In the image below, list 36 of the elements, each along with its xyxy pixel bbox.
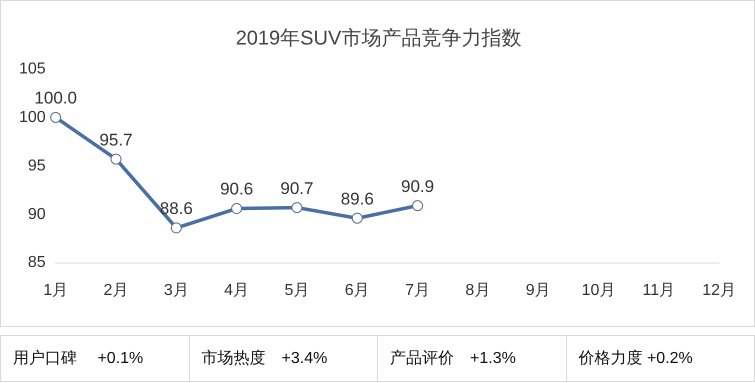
y-tick-label: 95 bbox=[28, 157, 46, 174]
x-tick-label: 2月 bbox=[104, 282, 128, 299]
x-tick-label: 11月 bbox=[642, 282, 676, 299]
y-tick-label: 105 bbox=[18, 60, 46, 78]
data-label: 100.0 bbox=[34, 88, 77, 108]
point bbox=[170, 222, 182, 234]
data-label: 88.6 bbox=[160, 199, 193, 218]
x-tick-label: 1月 bbox=[43, 282, 68, 299]
data-label: 90.9 bbox=[401, 176, 434, 196]
x-tick-label: 4月 bbox=[224, 282, 250, 299]
data-label: 89.6 bbox=[340, 189, 374, 208]
text: 用户口碑 +0.1% bbox=[1, 336, 190, 381]
data-label: 95.7 bbox=[99, 130, 133, 150]
x-tick-label: 12月 bbox=[702, 282, 736, 299]
x-tick-label: 7月 bbox=[405, 282, 430, 299]
x-tick-label: 10月 bbox=[582, 282, 616, 299]
x-tick-label: 3月 bbox=[164, 282, 189, 299]
y-tick-label: 90 bbox=[28, 206, 46, 223]
y-tick-label: 85 bbox=[28, 254, 46, 272]
data-label: 90.6 bbox=[220, 180, 254, 199]
data-label: 90.7 bbox=[280, 178, 314, 198]
y-tick-label: 100 bbox=[18, 108, 46, 126]
point bbox=[50, 112, 62, 123]
text: 产品评价 +1.3% bbox=[378, 336, 566, 381]
chart-title: 2019年SUV市场产品竞争力指数 bbox=[236, 28, 522, 50]
x-tick-label: 6月 bbox=[344, 282, 370, 299]
point bbox=[291, 202, 302, 214]
x-tick-label: 5月 bbox=[284, 282, 310, 299]
point bbox=[110, 154, 122, 165]
point bbox=[231, 203, 242, 214]
point bbox=[412, 200, 424, 212]
text: 市场热度 +3.4% bbox=[190, 336, 378, 381]
x-tick-label: 9月 bbox=[526, 282, 551, 299]
text: 价格力度 +0.2% bbox=[578, 348, 694, 369]
x-tick-label: 8月 bbox=[465, 282, 490, 299]
point bbox=[352, 212, 363, 224]
